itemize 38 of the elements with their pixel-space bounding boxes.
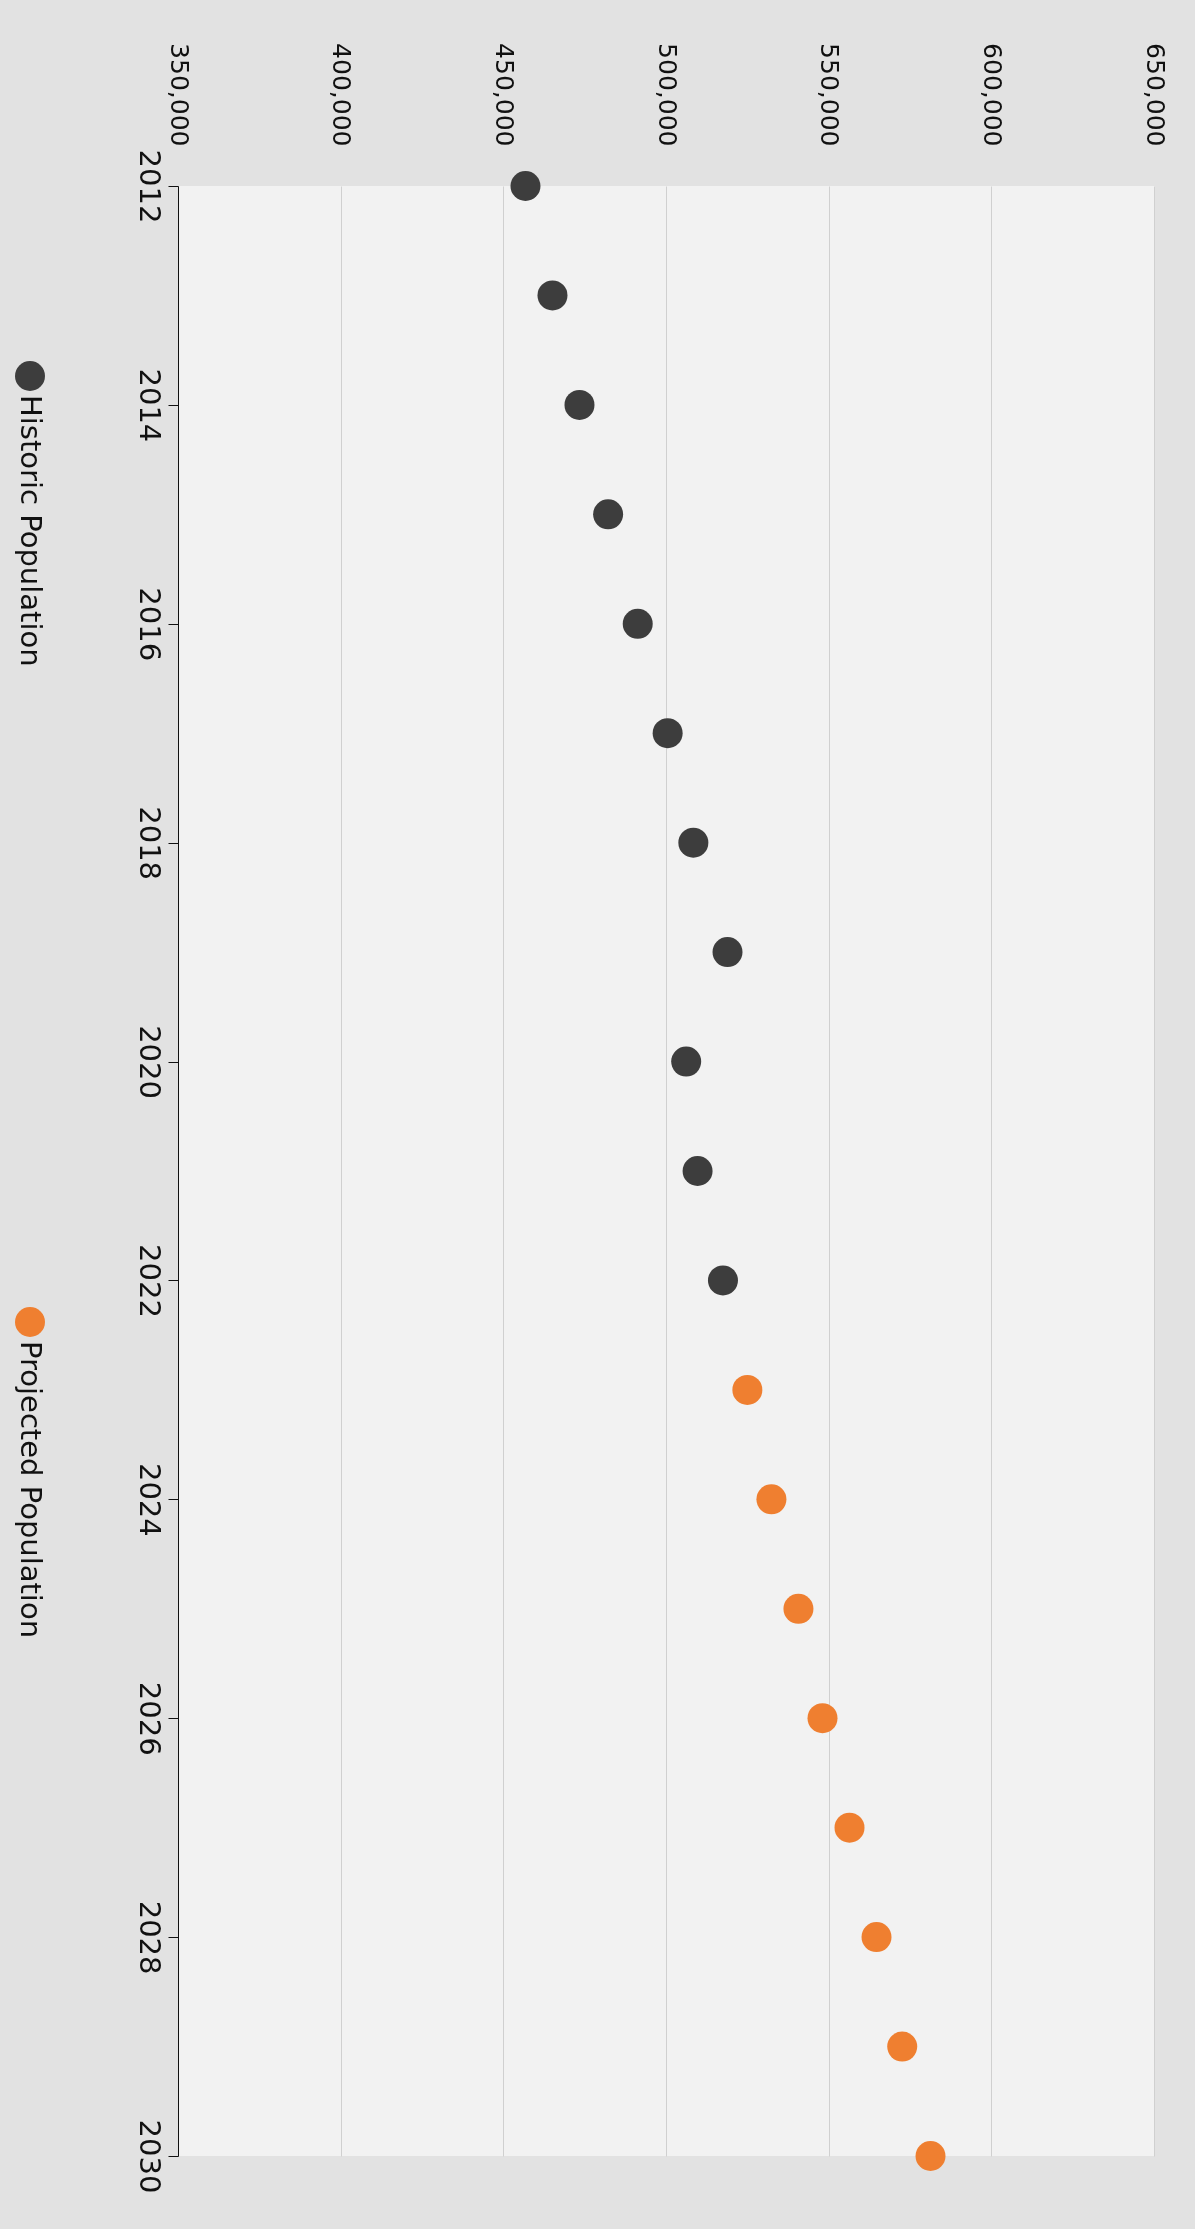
y-tick-label: 2016 xyxy=(132,587,167,662)
x-tick-label: 650,000 xyxy=(1140,43,1170,147)
point xyxy=(682,1156,713,1186)
y-tick-label: 2020 xyxy=(132,1025,167,1099)
point xyxy=(807,1703,838,1734)
y-tick-label: 2012 xyxy=(132,149,167,224)
x-tick-label: 350,000 xyxy=(164,43,194,147)
x-tick-label: 400,000 xyxy=(327,43,357,147)
y-tick-label: 2022 xyxy=(132,1244,167,1318)
point xyxy=(671,1046,702,1077)
point xyxy=(783,1593,814,1624)
legend-label: Historic Population xyxy=(14,395,48,667)
y-tick-label: 2014 xyxy=(132,368,167,443)
point xyxy=(712,937,743,968)
point xyxy=(652,718,683,749)
point xyxy=(622,608,653,639)
x-tick-label: 600,000 xyxy=(977,43,1007,147)
point xyxy=(678,827,709,858)
y-tick-label: 2028 xyxy=(132,1900,167,1975)
point xyxy=(756,1484,787,1515)
point xyxy=(732,1374,763,1405)
y-tick-label: 2018 xyxy=(132,806,167,881)
y-tick-label: 2026 xyxy=(132,1681,167,1756)
x-tick-label: 550,000 xyxy=(815,43,845,147)
x-tick-label: 450,000 xyxy=(489,43,519,147)
point xyxy=(915,2141,946,2171)
x-tick-label: 500,000 xyxy=(652,43,682,147)
point xyxy=(834,1812,865,1843)
point xyxy=(510,171,541,201)
point xyxy=(537,280,568,311)
y-tick-label: 2024 xyxy=(132,1462,167,1537)
legend-label: Projected Population xyxy=(14,1341,48,1639)
y-tick-label: 2030 xyxy=(132,2119,167,2194)
point xyxy=(861,1922,892,1953)
point xyxy=(593,499,624,530)
point xyxy=(707,1265,738,1296)
point xyxy=(887,2031,918,2062)
point xyxy=(564,389,595,420)
